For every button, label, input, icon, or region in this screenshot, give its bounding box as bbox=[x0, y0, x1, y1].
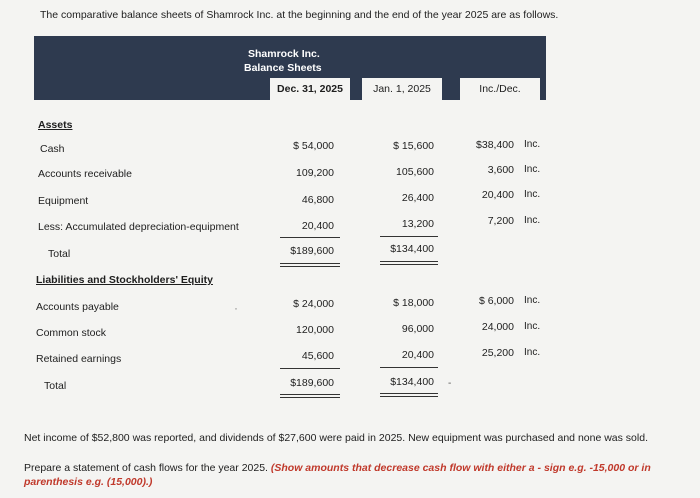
total-jan: $134,400 bbox=[390, 376, 434, 388]
col-header-change: Inc./Dec. bbox=[460, 78, 540, 100]
change-direction: Inc. bbox=[524, 321, 541, 332]
statement-title: Balance Sheets bbox=[244, 62, 322, 74]
row-label: Total bbox=[44, 380, 67, 392]
total-jan: $134,400 bbox=[390, 243, 434, 255]
value-jan: $ 18,000 bbox=[393, 297, 434, 309]
value-dec: 20,400 bbox=[301, 220, 334, 232]
row-label: Accounts receivable bbox=[38, 168, 132, 180]
value-dec: 109,200 bbox=[296, 167, 334, 179]
change-direction: Inc. bbox=[524, 189, 541, 200]
value-jan: 13,200 bbox=[401, 218, 434, 230]
value-change: $ 6,000 bbox=[478, 295, 514, 307]
change-direction: Inc. bbox=[524, 215, 541, 226]
value-jan: 105,600 bbox=[396, 166, 434, 178]
value-dec: 120,000 bbox=[296, 324, 334, 336]
net-income-note: Net income of $52,800 was reported, and … bbox=[24, 432, 648, 444]
row-label: Equipment bbox=[38, 195, 89, 207]
value-change: 20,400 bbox=[481, 189, 514, 201]
value-jan: 20,400 bbox=[401, 349, 434, 361]
change-direction: Inc. bbox=[524, 347, 541, 358]
value-change: $38,400 bbox=[476, 139, 514, 151]
value-change: 3,600 bbox=[487, 164, 514, 176]
row-label: Retained earnings bbox=[36, 353, 122, 365]
value-dec: 45,600 bbox=[301, 350, 334, 362]
dash-mark: - bbox=[448, 378, 452, 389]
liabilities-heading: Liabilities and Stockholders' Equity bbox=[36, 274, 213, 286]
value-dec: 46,800 bbox=[301, 194, 334, 206]
row-label: Total bbox=[48, 248, 71, 260]
company-name: Shamrock Inc. bbox=[248, 48, 320, 60]
row-label: Cash bbox=[40, 143, 65, 155]
total-dec: $189,600 bbox=[290, 245, 334, 257]
col-header-jan: Jan. 1, 2025 bbox=[362, 78, 442, 100]
change-direction: Inc. bbox=[524, 139, 541, 150]
instruction-text: Prepare a statement of cash flows for th… bbox=[24, 461, 684, 489]
row-label: Less: Accumulated depreciation-equipment bbox=[38, 221, 239, 233]
value-dec: $ 24,000 bbox=[293, 298, 334, 310]
value-dec: $ 54,000 bbox=[293, 140, 334, 152]
subtotal-underline bbox=[380, 367, 438, 368]
subtotal-underline bbox=[280, 237, 340, 238]
subtotal-underline bbox=[380, 236, 438, 237]
assets-heading: Assets bbox=[38, 119, 73, 131]
value-change: 7,200 bbox=[487, 215, 514, 227]
value-jan: $ 15,600 bbox=[393, 140, 434, 152]
total-double-underline bbox=[380, 261, 438, 265]
col-header-dec: Dec. 31, 2025 bbox=[270, 78, 350, 100]
total-double-underline bbox=[280, 394, 340, 398]
instruction-lead: Prepare a statement of cash flows for th… bbox=[24, 462, 268, 474]
total-dec: $189,600 bbox=[290, 377, 334, 389]
instruction-emphasis: (Show amounts that decrease cash flow wi… bbox=[24, 462, 651, 488]
value-jan: 96,000 bbox=[401, 323, 434, 335]
value-change: 24,000 bbox=[481, 321, 514, 333]
total-double-underline bbox=[280, 263, 340, 267]
value-jan: 26,400 bbox=[401, 192, 434, 204]
row-label: Accounts payable bbox=[36, 301, 119, 313]
intro-text: The comparative balance sheets of Shamro… bbox=[40, 9, 559, 21]
subtotal-underline bbox=[280, 368, 340, 369]
value-change: 25,200 bbox=[481, 347, 514, 359]
change-direction: Inc. bbox=[524, 295, 541, 306]
total-double-underline bbox=[380, 393, 438, 397]
row-label: Common stock bbox=[36, 327, 107, 339]
change-direction: Inc. bbox=[524, 164, 541, 175]
cursor-dot: · bbox=[234, 301, 238, 315]
